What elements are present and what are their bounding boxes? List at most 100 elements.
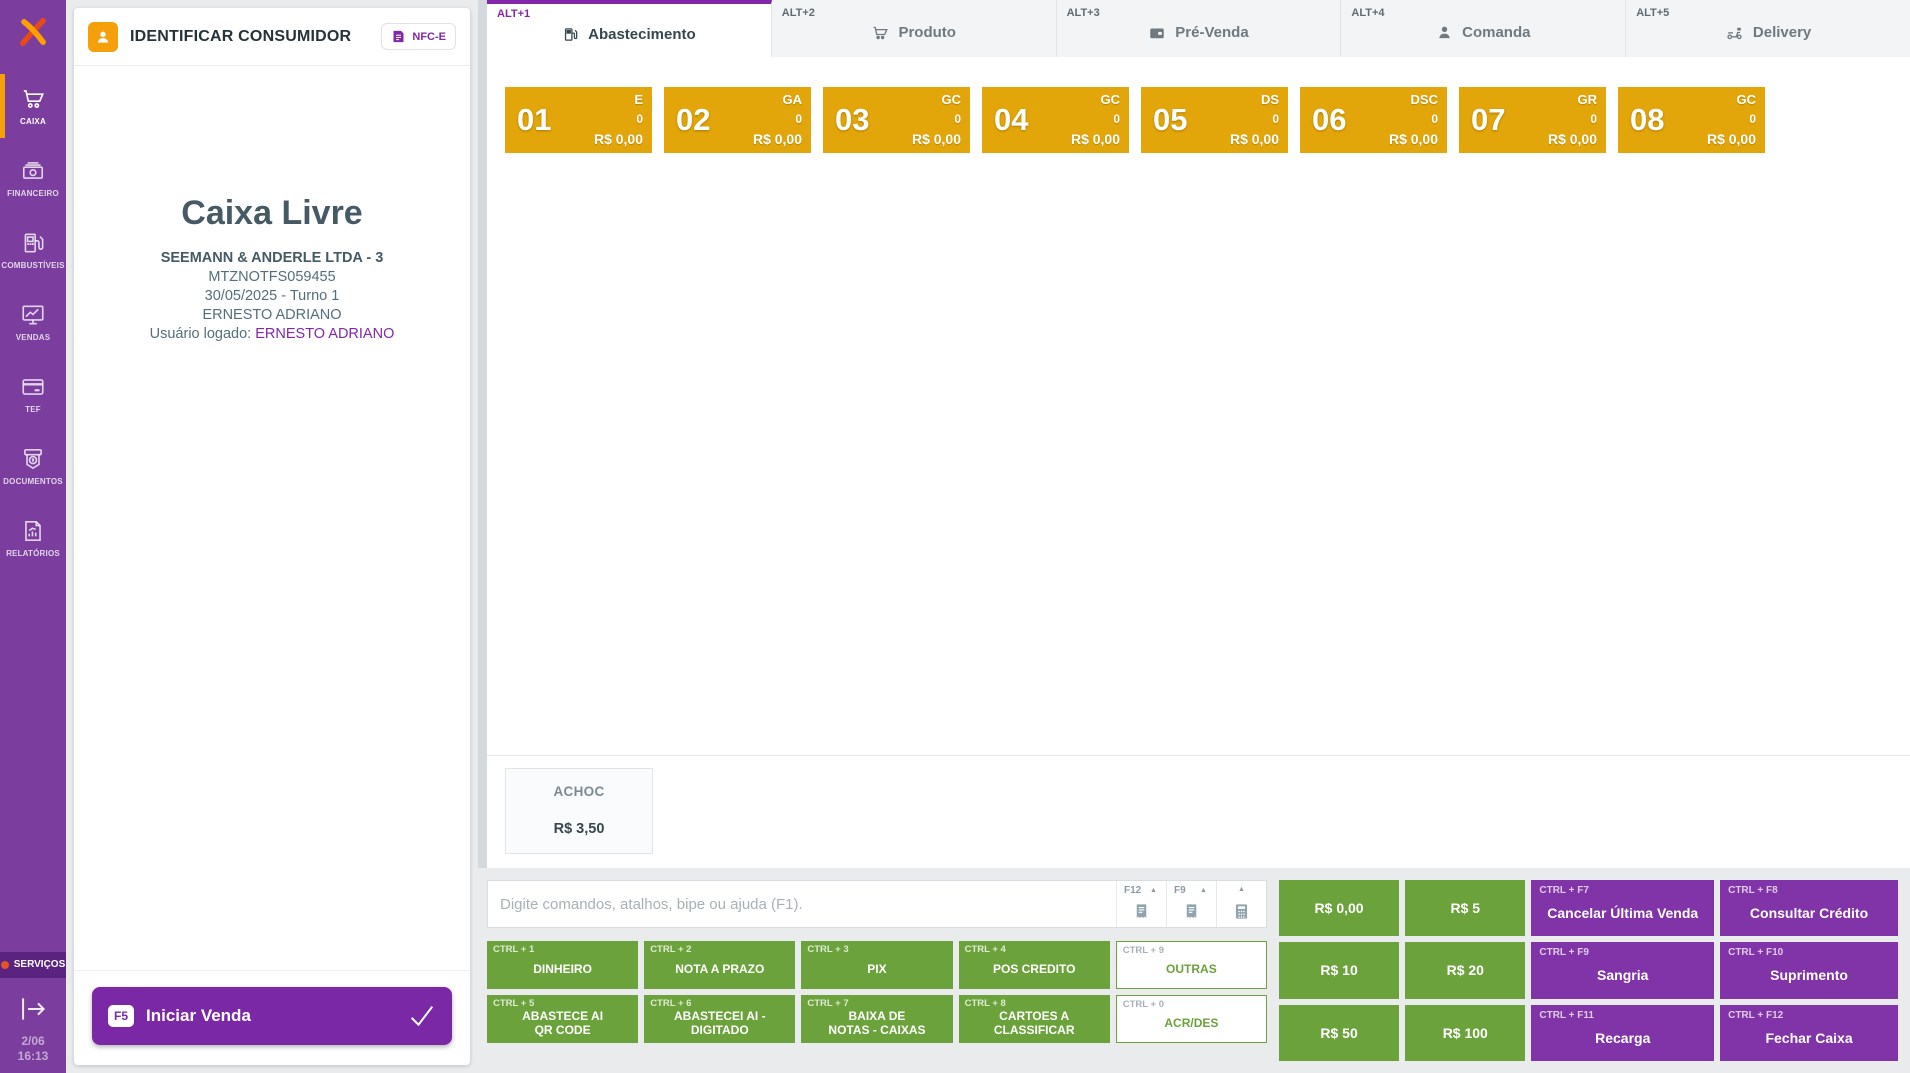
delivery-scooter-icon <box>1725 15 1744 42</box>
pix-button[interactable]: CTRL + 3 PIX <box>801 941 953 989</box>
shortcut-label: CTRL + F12 <box>1728 1009 1784 1021</box>
nota-a-prazo-button[interactable]: CTRL + 2 NOTA A PRAZO <box>644 941 796 989</box>
pump-button-07[interactable]: 07 GR 0 R$ 0,00 <box>1459 87 1606 153</box>
recarga-button[interactable]: CTRL + F11 Recarga <box>1531 1004 1715 1061</box>
consumer-panel: IDENTIFICAR CONSUMIDOR NFC-E Caixa Livre… <box>74 8 470 1065</box>
pump-button-05[interactable]: 05 DS 0 R$ 0,00 <box>1141 87 1288 153</box>
tab-comanda[interactable]: ALT+4 Comanda <box>1341 0 1627 57</box>
sidebar-item-label: COMBUSTÍVEIS <box>1 261 65 270</box>
command-input[interactable] <box>488 881 1116 927</box>
shortcut-label: CTRL + 8 <box>964 998 1006 1009</box>
tab-abastecimento[interactable]: ALT+1 Abastecimento <box>487 0 772 57</box>
sidebar-spacer <box>0 574 66 952</box>
last-receipt-button[interactable]: F12 ▲ <box>1115 881 1166 927</box>
cash-10-button[interactable]: R$ 10 <box>1278 942 1400 999</box>
company-name: SEEMANN & ANDERLE LTDA - 3 <box>160 250 384 266</box>
pump-fuel-type: DSC <box>1410 92 1438 107</box>
suprimento-button[interactable]: CTRL + F10 Suprimento <box>1720 942 1898 999</box>
sidebar-item-documentos[interactable]: DOCUMENTOS <box>0 430 66 502</box>
identify-consumer-button[interactable] <box>88 21 118 52</box>
pump-value: R$ 0,00 <box>1070 131 1120 147</box>
cash-5-button[interactable]: R$ 5 <box>1405 880 1526 937</box>
sangria-button[interactable]: CTRL + F9 Sangria <box>1531 942 1715 999</box>
sidebar-item-vendas[interactable]: VENDAS <box>0 286 66 358</box>
dinheiro-button[interactable]: CTRL + 1 DINHEIRO <box>487 941 639 989</box>
button-label: Consultar Crédito <box>1749 905 1869 922</box>
vertical-scrollbar[interactable] <box>478 0 487 868</box>
sidebar-footer: 2/06 16:13 <box>0 978 66 1073</box>
bottom-bar: F12 ▲ F9 ▲ ▲ CTRL + 1 DINHEIRO <box>478 868 1910 1073</box>
acr-des-button[interactable]: CTRL + 0 ACR/DES <box>1115 995 1267 1043</box>
operator-name: ERNESTO ADRIANO <box>202 307 342 323</box>
cash-100-button[interactable]: R$ 100 <box>1405 1004 1526 1061</box>
pump-count: 0 <box>636 112 643 126</box>
services-label: SERVIÇOS <box>13 959 66 971</box>
tab-delivery[interactable]: ALT+5 Delivery <box>1626 0 1910 57</box>
outras-button[interactable]: CTRL + 9 OUTRAS <box>1115 941 1267 989</box>
sidebar-item-relatorios[interactable]: RELATÓRIOS <box>0 502 66 574</box>
start-sale-label: Iniciar Venda <box>146 1006 251 1025</box>
pump-fuel-type: E <box>634 92 643 107</box>
tab-shortcut: ALT+2 <box>781 7 815 19</box>
sidebar-item-financeiro[interactable]: FINANCEIRO <box>0 142 66 214</box>
current-date: 2/06 <box>21 1033 45 1048</box>
fuel-pump-icon <box>562 18 579 43</box>
pump-value: R$ 0,00 <box>752 131 802 147</box>
cancelar-ultima-venda-button[interactable]: CTRL + F7 Cancelar Última Venda <box>1531 880 1715 937</box>
pump-button-02[interactable]: 02 GA 0 R$ 0,00 <box>664 87 811 153</box>
sidebar: CAIXA FINANCEIRO COMBUSTÍVEIS VENDAS <box>0 0 66 1073</box>
pump-button-08[interactable]: 08 GC 0 R$ 0,00 <box>1618 87 1765 153</box>
sidebar-item-label: CAIXA <box>20 117 46 126</box>
fechar-caixa-button[interactable]: CTRL + F12 Fechar Caixa <box>1720 1004 1898 1061</box>
tab-pre-venda[interactable]: ALT+3 Pré-Venda <box>1056 0 1342 57</box>
baixa-de-notas-button[interactable]: CTRL + 7 BAIXA DE NOTAS - CAIXAS <box>801 995 953 1043</box>
consultar-credito-button[interactable]: CTRL + F8 Consultar Crédito <box>1720 880 1898 937</box>
reprint-receipt-button[interactable]: F9 ▲ <box>1165 881 1216 927</box>
sidebar-item-label: TEF <box>25 405 41 414</box>
credit-card-icon <box>22 379 44 395</box>
abastece-ai-qrcode-button[interactable]: CTRL + 5 ABASTECE AI QR CODE <box>487 995 639 1043</box>
sidebar-item-caixa[interactable]: CAIXA <box>0 70 66 142</box>
pump-number: 04 <box>994 101 1029 137</box>
shortcut-label: CTRL + F11 <box>1539 1009 1594 1021</box>
services-strip[interactable]: SERVIÇOS <box>0 951 66 978</box>
button-label: Recarga <box>1595 1029 1651 1046</box>
tab-produto[interactable]: ALT+2 Produto <box>771 0 1057 57</box>
cash-50-button[interactable]: R$ 50 <box>1278 1004 1400 1061</box>
cash-20-button[interactable]: R$ 20 <box>1405 942 1526 999</box>
exit-icon[interactable] <box>16 992 50 1026</box>
start-sale-button[interactable]: F5 Iniciar Venda <box>92 987 452 1045</box>
receipt-icon <box>1186 904 1197 918</box>
cartoes-a-classificar-button[interactable]: CTRL + 8 CARTOES A CLASSIFICAR <box>958 995 1110 1043</box>
product-card-achoc[interactable]: ACHOC R$ 3,50 <box>505 768 653 854</box>
cart-icon <box>871 16 889 42</box>
tab-shortcut: ALT+4 <box>1351 7 1385 19</box>
pump-button-03[interactable]: 03 GC 0 R$ 0,00 <box>823 87 970 153</box>
button-label: ACR/DES <box>1164 1015 1219 1030</box>
sidebar-item-tef[interactable]: TEF <box>0 358 66 430</box>
command-input-row: F12 ▲ F9 ▲ ▲ <box>487 880 1267 928</box>
calculator-button[interactable]: ▲ <box>1215 881 1266 927</box>
app-logo[interactable] <box>0 0 66 64</box>
nfce-badge[interactable]: NFC-E <box>381 23 456 50</box>
shortcut-label: CTRL + F10 <box>1728 947 1784 959</box>
favorite-products-strip: ACHOC R$ 3,50 <box>487 755 1910 868</box>
pump-button-04[interactable]: 04 GC 0 R$ 0,00 <box>982 87 1129 153</box>
tab-label: Pré-Venda <box>1175 24 1249 41</box>
pump-button-06[interactable]: 06 DSC 0 R$ 0,00 <box>1300 87 1447 153</box>
sales-monitor-icon <box>22 305 44 325</box>
tab-shortcut: ALT+3 <box>1066 7 1100 19</box>
logged-user-link[interactable]: ERNESTO ADRIANO <box>255 326 395 342</box>
shortcut-label: CTRL + 2 <box>650 944 692 955</box>
f9-key-label: F9 <box>1173 885 1186 896</box>
sidebar-item-combustiveis[interactable]: COMBUSTÍVEIS <box>0 214 66 286</box>
pump-button-01[interactable]: 01 E 0 R$ 0,00 <box>505 87 652 153</box>
cash-0-button[interactable]: R$ 0,00 <box>1278 880 1400 937</box>
abastecei-ai-digitado-button[interactable]: CTRL + 6 ABASTECEI AI - DIGITADO <box>644 995 796 1043</box>
shortcut-label: CTRL + 3 <box>807 944 849 955</box>
shortcut-label: CTRL + 9 <box>1122 945 1165 956</box>
pos-credito-button[interactable]: CTRL + 4 POS CREDITO <box>958 941 1110 989</box>
pump-details: DS 0 R$ 0,00 <box>1230 92 1279 147</box>
pump-number: 01 <box>517 101 552 137</box>
triangle-up-icon: ▲ <box>1200 887 1207 894</box>
